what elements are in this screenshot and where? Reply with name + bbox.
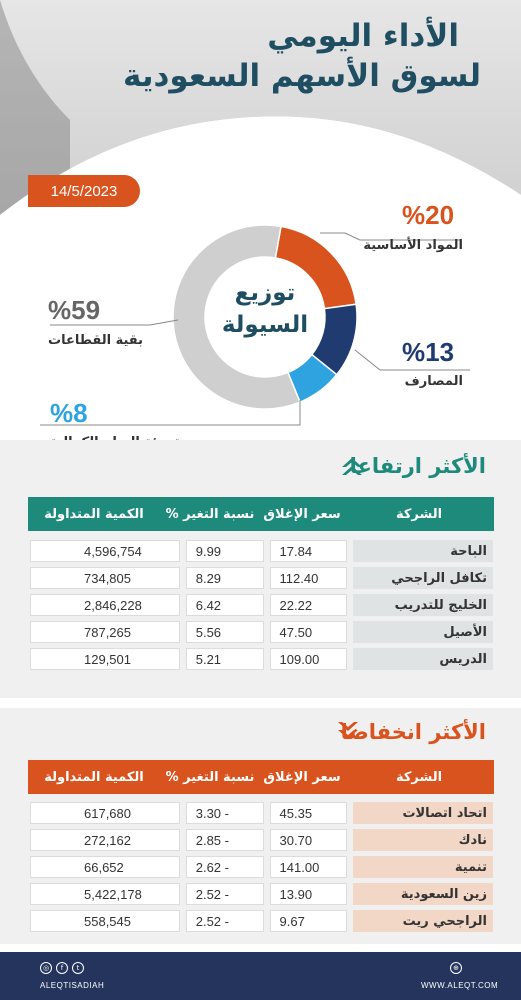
- header-background: [0, 0, 521, 232]
- table-row: الأصيل 47.50 5.56 787,265: [30, 621, 493, 643]
- col-change: نسبة التغير %: [165, 769, 255, 785]
- company-name: اتحاد اتصالات: [353, 802, 493, 824]
- col-change: نسبة التغير %: [165, 506, 255, 522]
- losers-table-header: الشركة سعر الإغلاق نسبة التغير % الكمية …: [28, 760, 494, 794]
- label-banks: المصارف: [404, 374, 463, 389]
- date-badge: 14/5/2023: [28, 175, 140, 207]
- table-row: نادك 30.70 2.85 - 272,162: [30, 829, 493, 851]
- gainers-table-header: الشركة سعر الإغلاق نسبة التغير % الكمية …: [28, 497, 494, 531]
- company-name: تكافل الراجحي: [353, 567, 493, 589]
- close-price: 13.90: [269, 883, 348, 905]
- pct-materials: %20: [402, 200, 455, 230]
- liquidity-donut: [172, 224, 358, 410]
- table-row: زين السعودية 13.90 2.52 - 5,422,178: [30, 883, 493, 905]
- company-name: الباحة: [353, 540, 493, 562]
- company-name: الخليج للتدريب: [353, 594, 493, 616]
- gainers-title: الأكثر ارتفاعا: [349, 454, 486, 478]
- close-price: 112.40: [269, 567, 348, 589]
- change-pct: 2.52 -: [185, 910, 264, 932]
- company-name: تنمية: [353, 856, 493, 878]
- close-price: 141.00: [269, 856, 348, 878]
- change-pct: 5.56: [185, 621, 264, 643]
- change-pct: 2.62 -: [185, 856, 264, 878]
- volume: 129,501: [30, 648, 180, 670]
- volume: 5,422,178: [30, 883, 180, 905]
- social-icons: ◎ f t: [40, 962, 84, 974]
- volume: 272,162: [30, 829, 180, 851]
- col-close: سعر الإغلاق: [263, 769, 341, 785]
- volume: 4,596,754: [30, 540, 180, 562]
- pct-retail: %8: [50, 398, 88, 428]
- down-arrow-icon: [338, 722, 358, 739]
- company-name: نادك: [353, 829, 493, 851]
- change-pct: 6.42: [185, 594, 264, 616]
- close-price: 22.22: [269, 594, 348, 616]
- donut-center-line2: السيولة: [221, 312, 309, 338]
- label-materials: المواد الأساسية: [363, 238, 463, 253]
- change-pct: 3.30 -: [185, 802, 264, 824]
- close-price: 30.70: [269, 829, 348, 851]
- table-row: الراجحي ريت 9.67 2.52 - 558,545: [30, 910, 493, 932]
- volume: 734,805: [30, 567, 180, 589]
- label-others: بقية القطاعات: [48, 333, 144, 348]
- table-row: تكافل الراجحي 112.40 8.29 734,805: [30, 567, 493, 589]
- company-name: الأصيل: [353, 621, 493, 643]
- donut-center-label: توزيع السيولة: [220, 277, 310, 341]
- col-close: سعر الإغلاق: [263, 506, 341, 522]
- page-title-line1: الأداء اليومي: [267, 18, 459, 54]
- volume: 558,545: [30, 910, 180, 932]
- close-price: 47.50: [269, 621, 348, 643]
- table-row: تنمية 141.00 2.62 - 66,652: [30, 856, 493, 878]
- website-link[interactable]: WWW.ALEQT.COM: [421, 981, 499, 990]
- change-pct: 9.99: [185, 540, 264, 562]
- instagram-icon[interactable]: ◎: [40, 962, 52, 974]
- change-pct: 5.21: [185, 648, 264, 670]
- change-pct: 8.29: [185, 567, 264, 589]
- col-volume: الكمية المتداولة: [44, 506, 144, 522]
- donut-center-line1: توزيع: [234, 280, 296, 306]
- volume: 2,846,228: [30, 594, 180, 616]
- social-handle: ALEQTISADIAH: [40, 981, 105, 990]
- losers-title: الأكثر انخفاضا: [340, 720, 486, 744]
- globe-icon: ⊕: [450, 962, 462, 974]
- close-price: 9.67: [269, 910, 348, 932]
- company-name: زين السعودية: [353, 883, 493, 905]
- company-name: الدريس: [353, 648, 493, 670]
- footer: ◎ f t ALEQTISADIAH ⊕ WWW.ALEQT.COM: [0, 952, 521, 1000]
- gainers-rows: الباحة 17.84 9.99 4,596,754 تكافل الراجح…: [30, 540, 493, 675]
- donut-segment-others: [172, 224, 302, 410]
- change-pct: 2.52 -: [185, 883, 264, 905]
- volume: 787,265: [30, 621, 180, 643]
- volume: 66,652: [30, 856, 180, 878]
- table-row: الدريس 109.00 5.21 129,501: [30, 648, 493, 670]
- table-row: الباحة 17.84 9.99 4,596,754: [30, 540, 493, 562]
- up-arrow-icon: [342, 458, 362, 475]
- volume: 617,680: [30, 802, 180, 824]
- table-row: الخليج للتدريب 22.22 6.42 2,846,228: [30, 594, 493, 616]
- facebook-icon[interactable]: f: [56, 962, 68, 974]
- pct-others: %59: [48, 295, 101, 325]
- close-price: 109.00: [269, 648, 348, 670]
- change-pct: 2.85 -: [185, 829, 264, 851]
- col-volume: الكمية المتداولة: [44, 769, 144, 785]
- leader-lines: [40, 232, 470, 426]
- table-row: اتحاد اتصالات 45.35 3.30 - 617,680: [30, 802, 493, 824]
- company-name: الراجحي ريت: [353, 910, 493, 932]
- col-company: الشركة: [395, 769, 443, 785]
- twitter-icon[interactable]: t: [72, 962, 84, 974]
- pct-banks: %13: [402, 337, 455, 367]
- losers-rows: اتحاد اتصالات 45.35 3.30 - 617,680 نادك …: [30, 802, 493, 937]
- close-price: 45.35: [269, 802, 348, 824]
- page-title-line2: لسوق الأسهم السعودية: [123, 58, 481, 94]
- close-price: 17.84: [269, 540, 348, 562]
- col-company: الشركة: [395, 506, 443, 522]
